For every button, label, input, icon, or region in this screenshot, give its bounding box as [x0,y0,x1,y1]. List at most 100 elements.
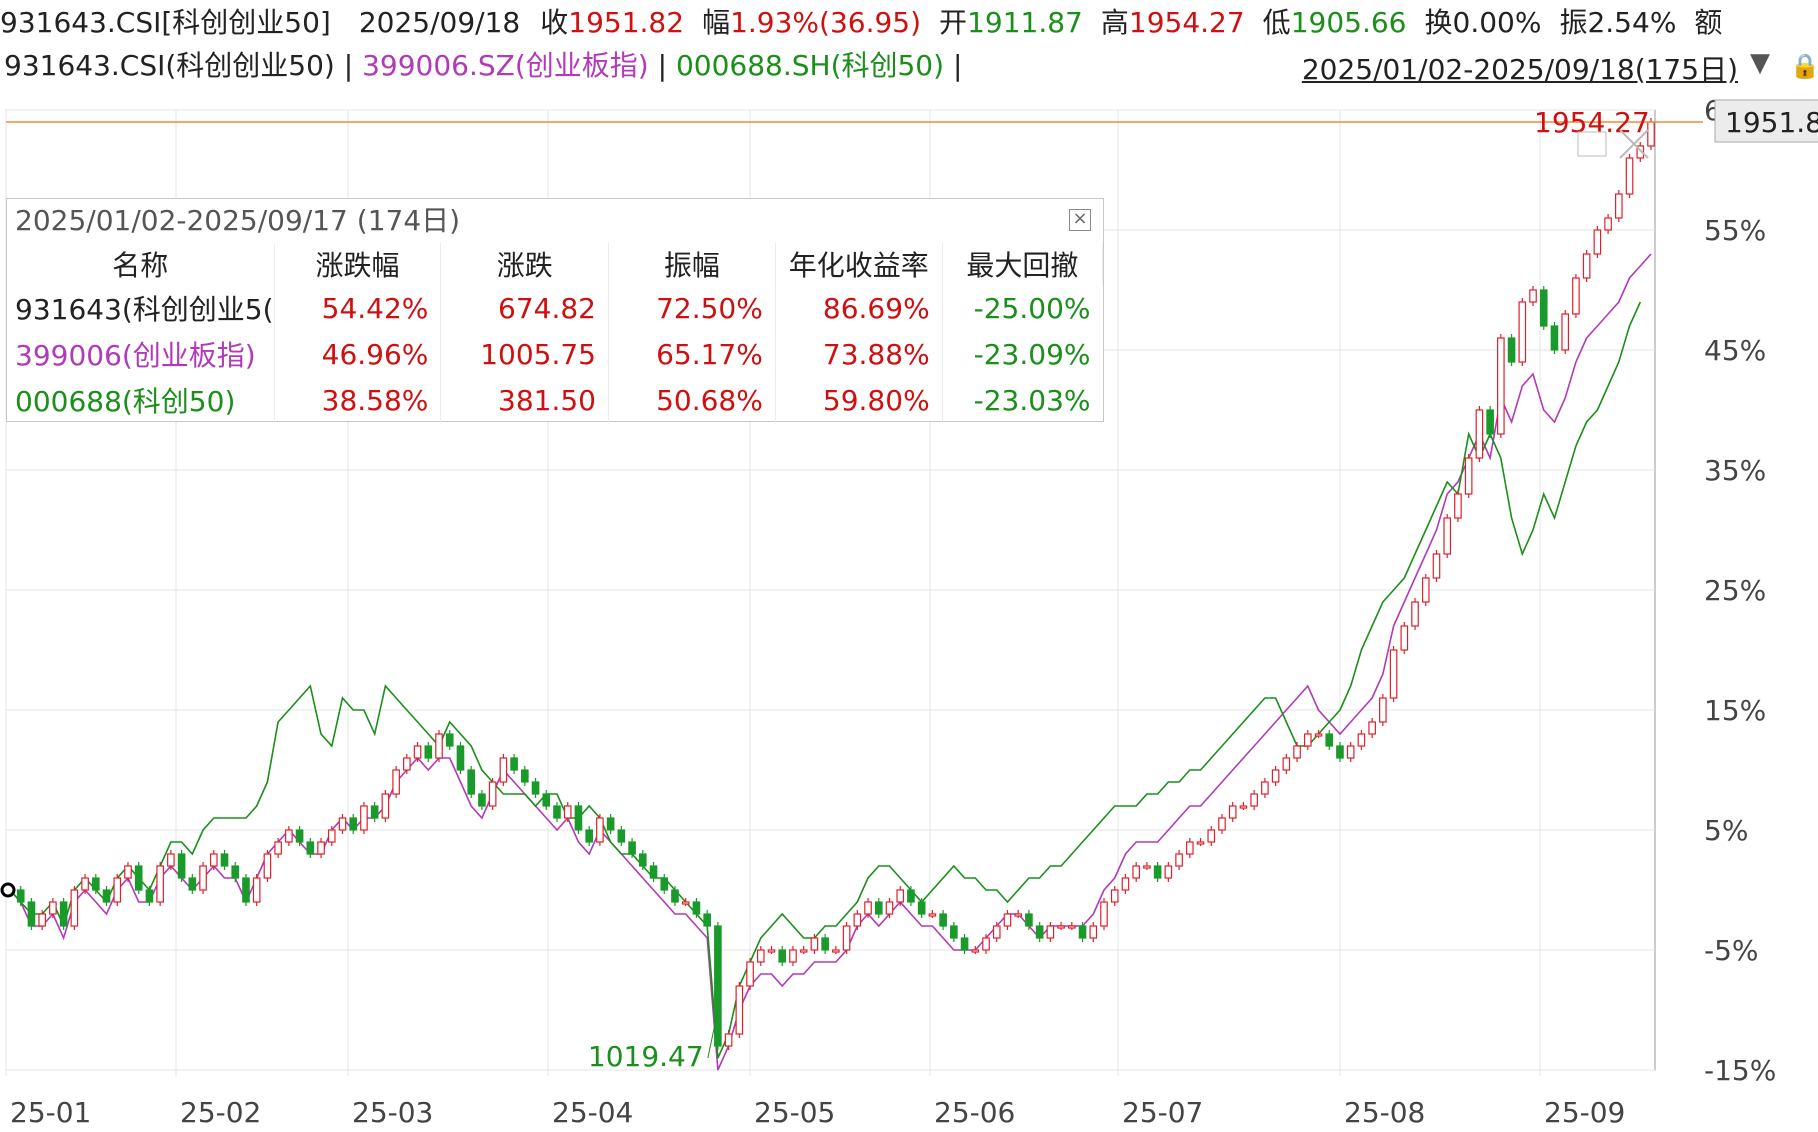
row-amp: 72.50% [608,285,776,331]
candle-body [1164,865,1173,879]
candle-body [91,877,100,891]
row-chg-pct: 54.42% [274,285,442,331]
candle-body [681,901,690,905]
low-marker-arrow [707,1009,719,1059]
candle-body [563,805,572,819]
close-icon[interactable]: × [1069,209,1091,231]
candle-body [488,781,497,807]
row-maxdd: -23.09% [973,337,1091,371]
candle-body [59,901,68,927]
candle-body [1282,757,1291,771]
candle-body [1057,925,1065,929]
candle-body [188,877,197,891]
quote-header: 931643.CSI[科创创业50] 2025/09/18 收1951.82 幅1.9… [0,0,1818,46]
y-tick-label: 35% [1704,454,1766,487]
candle-body [960,937,969,951]
candle-body [649,865,658,879]
candle-body [1121,877,1130,891]
row-amp: 65.17% [608,331,776,377]
stats-title: 2025/01/02-2025/09/17 (174日) [15,204,461,237]
candle-body [917,901,926,915]
candle-body [907,889,915,903]
candle-body [113,877,122,903]
candle-body [1357,733,1366,747]
candle-body [392,769,400,795]
candle-body [950,925,958,939]
candle-body [199,865,207,891]
legend-series-1[interactable]: 931643.CSI(科创创业50) [4,49,335,82]
start-marker [0,882,16,898]
col-header: 涨跌幅 [274,243,442,285]
candle-body [692,901,701,915]
lock-icon[interactable]: 🔒 [1790,52,1818,80]
candle-body [1293,745,1301,759]
candle-body [982,937,990,951]
candle-body [896,889,905,903]
candle-body [864,901,872,915]
candle-body [1593,229,1602,255]
candle-body [638,853,647,867]
high-marker-label: 1954.27 [1534,106,1650,139]
x-axis: 25-01 25-02 25-03 25-04 25-05 25-06 25-07 25-08… [10,1096,1625,1129]
candle-body [1100,901,1108,927]
candle-body [306,841,315,855]
candle-body [177,853,186,879]
candle-body [1411,601,1419,627]
low-label: 低 [1262,6,1291,39]
candle-body [27,901,36,927]
candle-body [1368,721,1376,735]
candle-body [499,757,508,783]
table-row[interactable]: 931643(科创创业5( 54.42% 674.82 72.50% 86.69… [7,285,1103,331]
y-tick-label: 45% [1704,334,1766,367]
candle-body [1572,277,1580,315]
row-amp: 50.68% [608,377,776,423]
candle-body [1529,289,1537,303]
candle-body [338,817,347,831]
amp-value: 2.54% [1587,6,1677,39]
legend-separator: | [657,49,668,82]
pct-value: 1.93%(36.95) [730,6,922,39]
candle-body [553,805,561,819]
candle-body [445,733,454,747]
candle-body [714,925,722,1047]
candle-body [874,901,883,915]
candle-body [1346,745,1355,759]
legend-series-2[interactable]: 399006.SZ(创业板指) [362,49,649,82]
candle-body [285,829,293,843]
candle-body [928,913,937,917]
candle-body [274,841,282,855]
x-tick-label: 25-01 [10,1096,91,1129]
candle-body [939,913,947,927]
candle-body [1421,577,1430,603]
candle-body [1636,145,1645,159]
candle-body [1615,193,1623,219]
candle-body [49,901,57,915]
candle-body [606,817,615,831]
candle-body [1207,829,1216,843]
legend-series-3[interactable]: 000688.SH(科创50) [675,49,945,82]
candle-body [220,853,229,867]
date-range-selector[interactable]: 2025/01/02-2025/09/18(175日) [1301,53,1738,86]
annotations: 1951.82 1954.27 1019.47 [0,99,1818,1073]
table-row[interactable]: 399006(创业板指) 46.96% 1005.75 65.17% 73.88… [7,331,1103,377]
chevron-down-icon[interactable]: ▼ [1750,48,1770,78]
candle-body [1389,649,1398,699]
candle-body [231,865,240,879]
candle-body [381,793,390,819]
index-code[interactable]: 931643.CSI[科创创业50] [0,6,331,39]
candle-body [327,829,336,843]
candle-body [1464,457,1473,495]
candle-body [1153,865,1162,879]
candle-body [38,913,46,927]
candle-body [1078,925,1087,939]
turnover-value: 0.00% [1452,6,1542,39]
y-tick-label: 5% [1704,814,1748,847]
candle-body [1314,733,1323,737]
candle-body [1025,913,1033,927]
candle-body [1046,925,1055,939]
table-row[interactable]: 000688(科创50) 38.58% 381.50 50.68% 59.80%… [7,377,1103,423]
candle-body [1143,865,1151,869]
x-tick-label: 25-09 [1544,1096,1625,1129]
candle-body [821,937,829,951]
low-marker-label: 1019.47 [588,1040,704,1073]
